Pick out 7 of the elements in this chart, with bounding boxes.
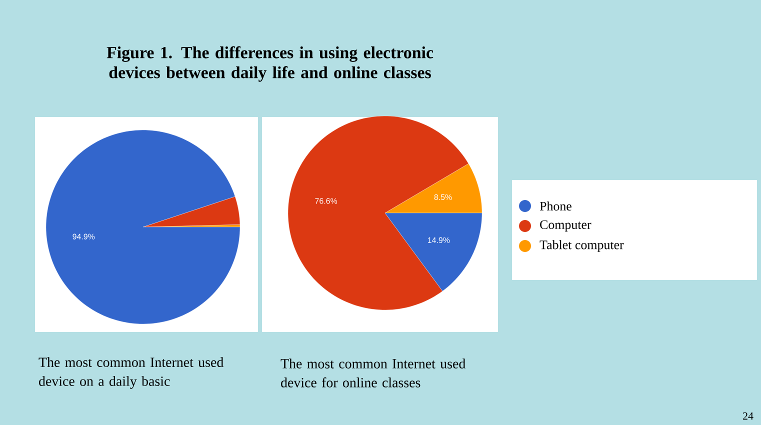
text: 24 [743,412,754,420]
chart-title: Figure 1. The differences in using electronic devices between daily life and online classes [106,46,434,82]
text: The most common Internet used device on a daily basic [38,357,224,389]
legend-label: Tablet computer [540,240,624,252]
legend-label: Computer [540,220,592,232]
text: The most common Internet used device for online classes [280,358,466,388]
legend-label: Phone [540,201,572,211]
